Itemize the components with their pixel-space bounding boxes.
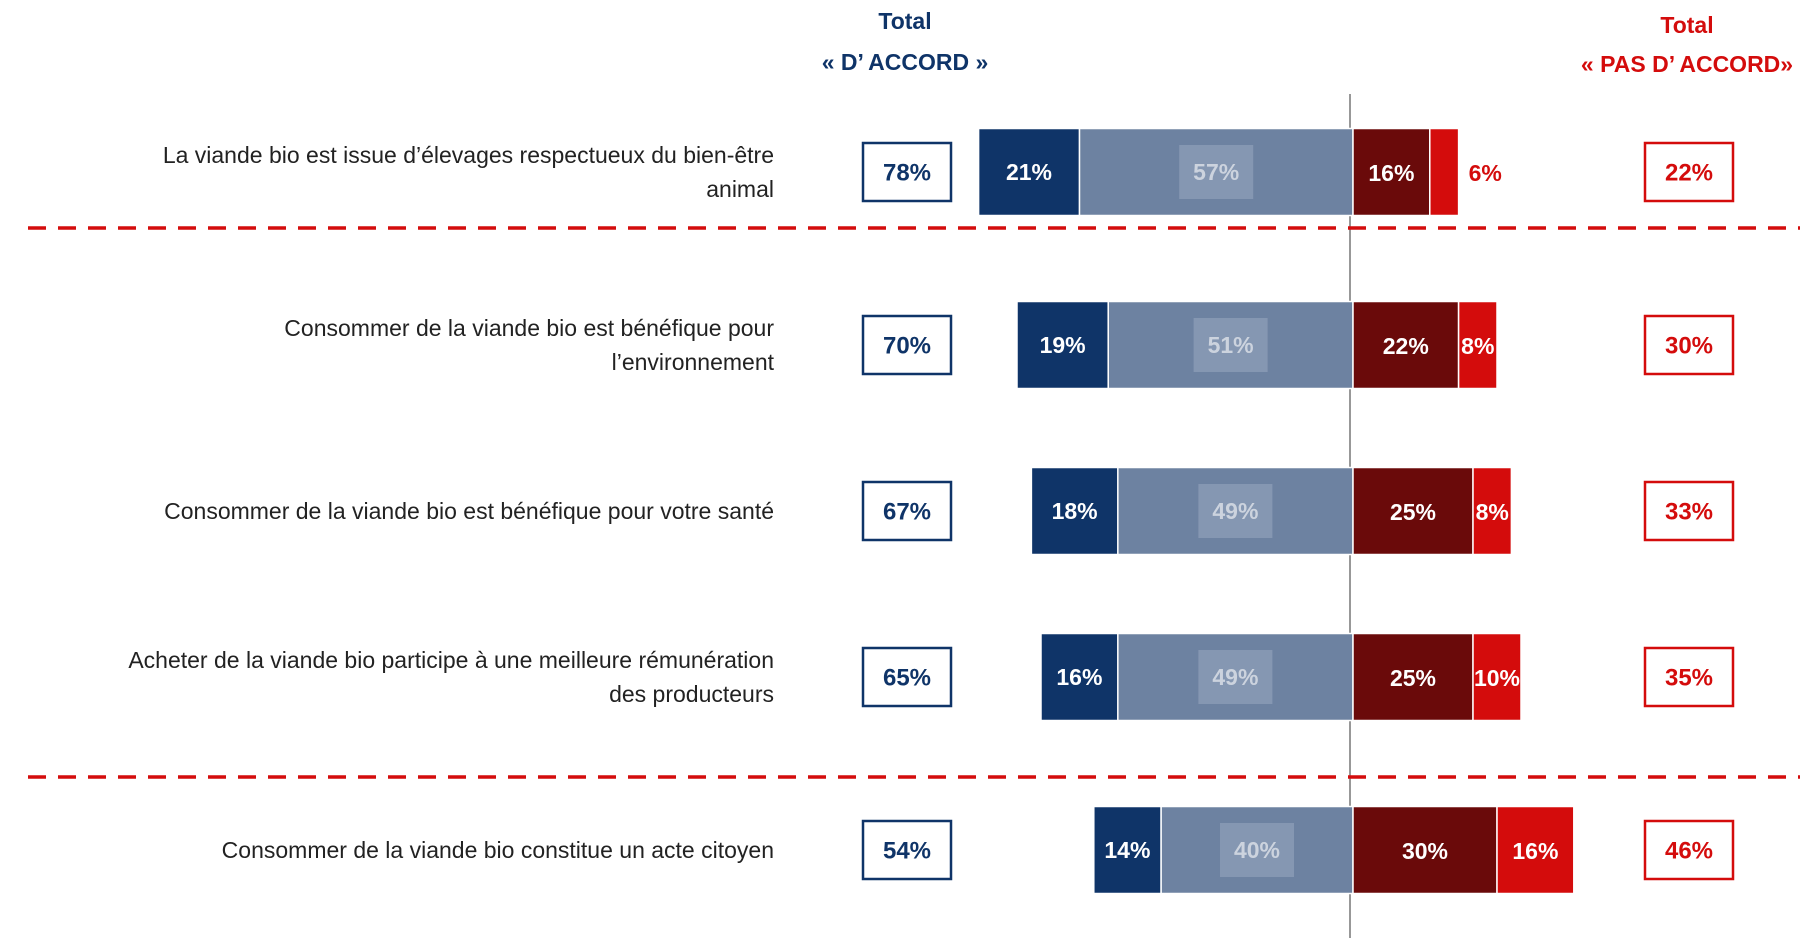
total-label: 78% (883, 159, 931, 186)
value-label: 57% (1193, 159, 1239, 185)
total-box (861, 819, 953, 881)
bar-segment (1429, 127, 1460, 217)
bar-segment (1472, 632, 1522, 722)
value-label: 22% (1383, 333, 1429, 359)
total-label: 70% (883, 332, 931, 359)
bar-segment (1093, 805, 1162, 895)
total-box (1643, 646, 1735, 708)
total-box (1643, 819, 1735, 881)
category-label: Consommer de la viande bio est bénéfique… (164, 498, 774, 524)
total-label: 22% (1665, 159, 1713, 186)
total-label: 46% (1665, 837, 1713, 864)
label-highlight (1193, 318, 1268, 372)
bar-segment (1457, 300, 1498, 390)
value-label: 25% (1390, 499, 1436, 525)
total-label: 65% (883, 664, 931, 691)
value-label: 18% (1052, 498, 1098, 524)
value-label: 49% (1212, 664, 1258, 690)
value-label: 40% (1234, 837, 1280, 863)
category-label: Consommer de la viande bio est bénéfique… (284, 315, 774, 375)
value-label: 16% (1368, 160, 1414, 186)
disagree-header: Total (1660, 12, 1713, 38)
value-label: 16% (1512, 838, 1558, 864)
value-label: 8% (1476, 499, 1509, 525)
value-label: 30% (1402, 838, 1448, 864)
total-box (1643, 314, 1735, 376)
category-label: La viande bio est issue d’élevages respe… (162, 142, 774, 202)
bar-segment (1352, 466, 1474, 556)
value-label: 51% (1208, 332, 1254, 358)
total-box (861, 314, 953, 376)
value-label: 49% (1212, 498, 1258, 524)
bar-segment (1496, 805, 1575, 895)
value-label: 16% (1056, 664, 1102, 690)
bar-segment (1016, 300, 1109, 390)
bar-segment (1472, 466, 1513, 556)
total-box (861, 141, 953, 203)
bar-segment (1040, 632, 1119, 722)
total-label: 54% (883, 837, 931, 864)
value-label: 10% (1474, 665, 1520, 691)
category-label: Acheter de la viande bio participe à une… (128, 647, 774, 707)
total-box (861, 646, 953, 708)
bar-segment (1352, 300, 1460, 390)
disagree-header: « PAS D’ ACCORD» (1581, 51, 1793, 77)
category-label: Consommer de la viande bio constitue un … (221, 837, 774, 863)
bar-segment (1030, 466, 1119, 556)
total-label: 67% (883, 498, 931, 525)
value-label: 25% (1390, 665, 1436, 691)
total-box (1643, 480, 1735, 542)
label-highlight (1179, 145, 1254, 199)
bar-segment (977, 127, 1081, 217)
total-box (861, 480, 953, 542)
agree-header: « D’ ACCORD » (822, 49, 989, 75)
bar-segment (1352, 632, 1474, 722)
label-highlight (1220, 823, 1294, 877)
value-label: 6% (1469, 160, 1502, 186)
total-label: 35% (1665, 664, 1713, 691)
total-label: 30% (1665, 332, 1713, 359)
bar-segment (1352, 127, 1431, 217)
value-label: 14% (1104, 837, 1150, 863)
label-highlight (1198, 650, 1273, 704)
agree-header: Total (878, 8, 931, 34)
label-highlight (1198, 484, 1273, 538)
value-label: 19% (1040, 332, 1086, 358)
value-label: 21% (1006, 159, 1052, 185)
total-label: 33% (1665, 498, 1713, 525)
value-label: 8% (1461, 333, 1494, 359)
total-box (1643, 141, 1735, 203)
